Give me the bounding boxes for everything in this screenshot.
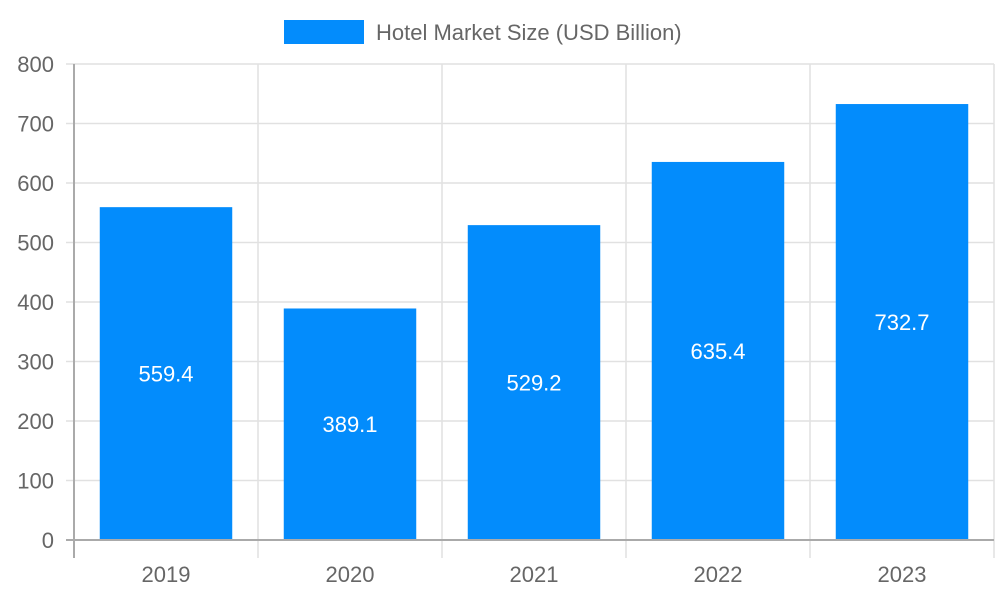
y-tick-label: 300 bbox=[17, 350, 54, 375]
bar-value-label: 529.2 bbox=[506, 371, 561, 396]
axes bbox=[66, 64, 994, 558]
bar[interactable] bbox=[99, 207, 233, 541]
y-axis-labels: 0 100 200 300 400 500 600 700 800 bbox=[17, 52, 54, 553]
bar-value-label: 389.1 bbox=[322, 412, 377, 437]
x-tick-label: 2021 bbox=[510, 562, 559, 587]
y-tick-label: 0 bbox=[42, 528, 54, 553]
bar-value-label: 732.7 bbox=[874, 310, 929, 335]
x-axis-labels: 2019 2020 2021 2022 2023 bbox=[142, 562, 927, 587]
bar-value-label: 635.4 bbox=[690, 339, 745, 364]
bar-value-label: 559.4 bbox=[138, 362, 193, 387]
y-tick-label: 400 bbox=[17, 290, 54, 315]
y-tick-label: 600 bbox=[17, 171, 54, 196]
legend[interactable]: Hotel Market Size (USD Billion) bbox=[284, 20, 682, 45]
legend-swatch bbox=[284, 20, 364, 44]
y-tick-label: 700 bbox=[17, 112, 54, 137]
legend-label: Hotel Market Size (USD Billion) bbox=[376, 20, 682, 45]
y-tick-label: 200 bbox=[17, 409, 54, 434]
x-tick-label: 2020 bbox=[326, 562, 375, 587]
bar[interactable] bbox=[835, 104, 969, 540]
y-tick-label: 100 bbox=[17, 469, 54, 494]
x-tick-label: 2023 bbox=[878, 562, 927, 587]
bar[interactable] bbox=[283, 308, 417, 540]
y-tick-label: 500 bbox=[17, 231, 54, 256]
y-tick-label: 800 bbox=[17, 52, 54, 77]
bar[interactable] bbox=[467, 225, 601, 540]
bar[interactable] bbox=[651, 161, 785, 540]
bars: 559.4 389.1 529.2 635.4 732.7 bbox=[99, 104, 969, 541]
x-tick-label: 2019 bbox=[142, 562, 191, 587]
x-tick-label: 2022 bbox=[694, 562, 743, 587]
